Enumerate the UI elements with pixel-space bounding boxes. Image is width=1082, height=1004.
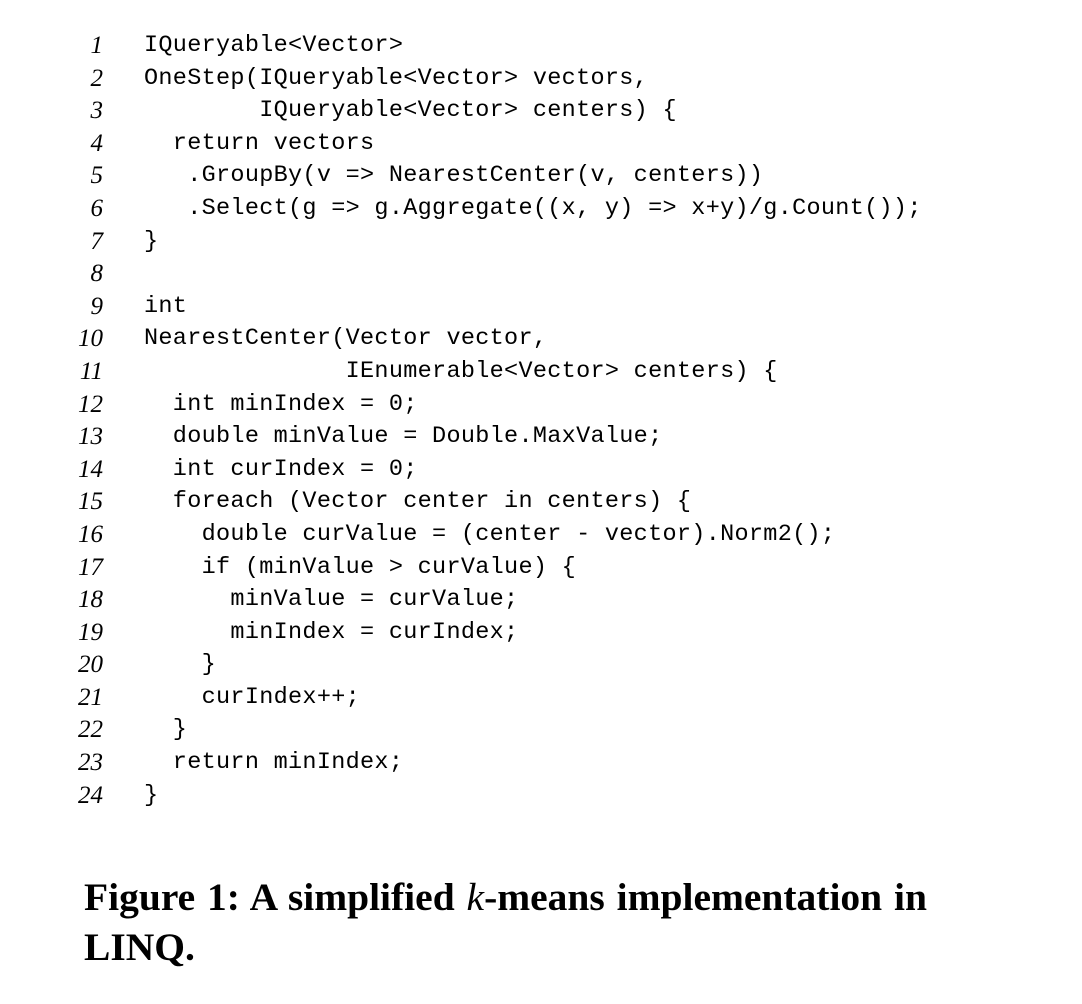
code-text: .GroupBy(v => NearestCenter(v, centers)): [144, 162, 764, 190]
code-line: 6 .Select(g => g.Aggregate((x, y) => x+y…: [0, 193, 1082, 226]
code-line: 22 }: [0, 714, 1082, 747]
code-text: IEnumerable<Vector> centers) {: [144, 357, 778, 385]
code-text: curIndex++;: [144, 683, 361, 711]
code-line: 18 minValue = curValue;: [0, 584, 1082, 617]
code-text: }: [144, 651, 217, 679]
code-line: 23 return minIndex;: [0, 747, 1082, 780]
code-line: 24}: [0, 780, 1082, 813]
code-line: 16 double curValue = (center - vector).N…: [0, 519, 1082, 552]
code-text: IQueryable<Vector> centers) {: [144, 97, 677, 125]
line-number: 9: [90, 292, 104, 320]
line-number: 15: [78, 488, 103, 516]
code-text: }: [144, 781, 159, 809]
caption-prefix: Figure 1: A simplified: [84, 875, 467, 919]
code-text: }: [144, 227, 159, 255]
line-number: 14: [78, 455, 103, 483]
code-text: return minIndex;: [144, 749, 404, 777]
code-text: if (minValue > curValue) {: [144, 553, 577, 581]
code-text: IQueryable<Vector>: [144, 32, 404, 59]
code-line: 4 return vectors: [0, 128, 1082, 161]
line-number: 2: [90, 64, 104, 92]
code-line: 17 if (minValue > curValue) {: [0, 552, 1082, 585]
line-number: 12: [78, 390, 103, 418]
line-number: 7: [90, 227, 104, 255]
code-line: 13 double minValue = Double.MaxValue;: [0, 421, 1082, 454]
code-line: 14 int curIndex = 0;: [0, 454, 1082, 487]
line-number: 8: [90, 260, 104, 288]
code-line: 5 .GroupBy(v => NearestCenter(v, centers…: [0, 160, 1082, 193]
code-line: 19 minIndex = curIndex;: [0, 617, 1082, 650]
caption-k-variable: k: [466, 875, 485, 919]
line-number: 16: [78, 520, 103, 548]
line-number: 5: [90, 162, 104, 190]
code-text: minIndex = curIndex;: [144, 618, 519, 646]
line-number: 1: [90, 32, 104, 59]
code-text: double curValue = (center - vector).Norm…: [144, 520, 836, 548]
line-number: 3: [90, 97, 104, 125]
line-number: 10: [78, 325, 103, 353]
code-line: 1 IQueryable<Vector>: [0, 30, 1082, 63]
code-line: 20 }: [0, 649, 1082, 682]
code-line: 3 IQueryable<Vector> centers) {: [0, 95, 1082, 128]
figure-caption: Figure 1: A simplified k-means implement…: [84, 872, 1004, 972]
code-text: }: [144, 716, 188, 744]
line-number: 11: [79, 357, 103, 385]
line-number: 6: [90, 194, 104, 222]
code-line: 10 NearestCenter(Vector vector,: [0, 323, 1082, 356]
code-line: 8: [0, 258, 1082, 291]
code-text: foreach (Vector center in centers) {: [144, 488, 692, 516]
code-line: 2 OneStep(IQueryable<Vector> vectors,: [0, 63, 1082, 96]
line-number: 24: [78, 781, 103, 809]
code-line: 9 int: [0, 291, 1082, 324]
code-line: 15 foreach (Vector center in centers) {: [0, 486, 1082, 519]
line-number: 23: [78, 749, 103, 777]
code-text: NearestCenter(Vector vector,: [144, 325, 548, 353]
line-number: 17: [78, 553, 103, 581]
code-line: 7}: [0, 226, 1082, 259]
code-text: OneStep(IQueryable<Vector> vectors,: [144, 64, 649, 92]
code-text: .Select(g => g.Aggregate((x, y) => x+y)/…: [144, 194, 922, 222]
code-line: 12 int minIndex = 0;: [0, 389, 1082, 422]
code-line: 11 IEnumerable<Vector> centers) {: [0, 356, 1082, 389]
caption-suffix: -means implementation in LINQ.: [84, 875, 927, 969]
code-listing: 1 IQueryable<Vector> 2 OneStep(IQueryable<…: [0, 30, 1082, 812]
code-line: 21 curIndex++;: [0, 682, 1082, 715]
code-text: int curIndex = 0;: [144, 455, 418, 483]
line-number: 13: [78, 423, 103, 451]
line-number: 4: [90, 129, 104, 157]
line-number: 18: [78, 586, 103, 614]
code-text: double minValue = Double.MaxValue;: [144, 423, 663, 451]
code-text: int minIndex = 0;: [144, 390, 418, 418]
code-text: int: [144, 292, 188, 320]
line-number: 22: [78, 716, 103, 744]
line-number: 19: [78, 618, 103, 646]
line-number: 20: [78, 651, 103, 679]
code-text: minValue = curValue;: [144, 586, 519, 614]
code-text: return vectors: [144, 129, 375, 157]
line-number: 21: [78, 683, 103, 711]
